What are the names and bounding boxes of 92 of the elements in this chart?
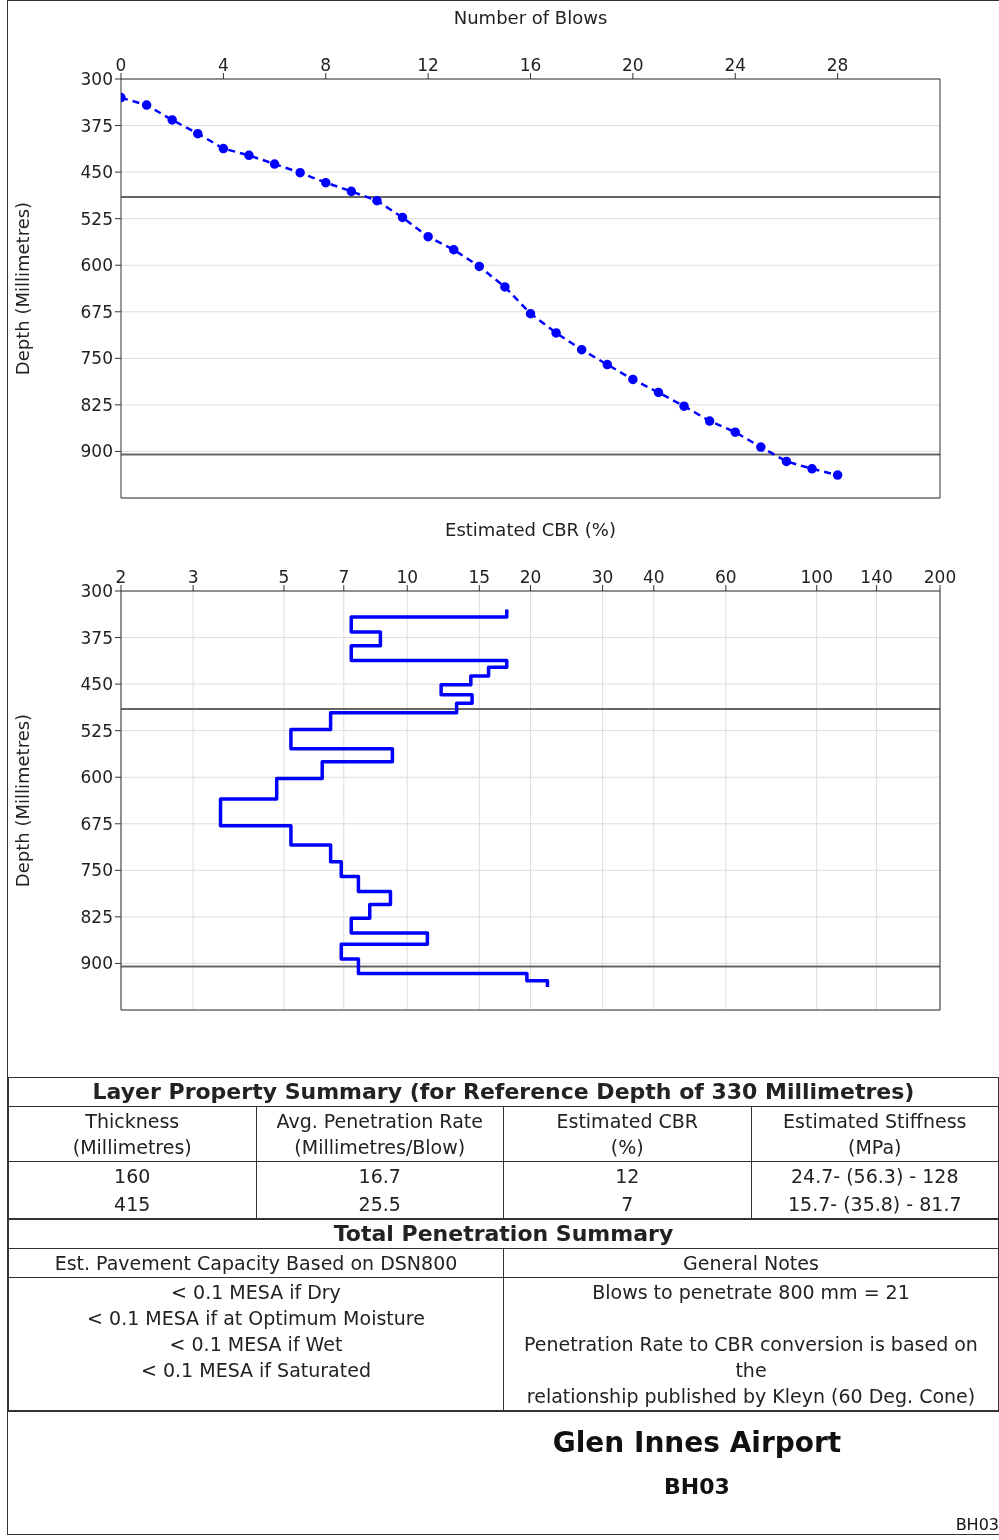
text: 12 [503, 1161, 751, 1190]
point [321, 177, 331, 188]
point [832, 470, 843, 480]
y-tick-label: 600 [80, 767, 113, 788]
y-tick-label: 375 [80, 115, 113, 136]
text: Avg. Penetration Rate (Millimetres/Blow) [256, 1106, 504, 1162]
x-axis-title: Number of Blows [453, 6, 608, 28]
text: Layer Property Summary (for Reference Depth of 330 Millimetres) [8, 1077, 999, 1107]
x-tick-label: 20 [519, 567, 542, 587]
x-tick-label: 20 [622, 55, 644, 75]
y-axis-title: Depth (Millimetres) [12, 201, 34, 376]
text: 15.7- (35.8) - 81.7 [751, 1190, 999, 1219]
point [704, 416, 715, 426]
x-tick-label: 8 [320, 55, 332, 75]
y-tick-label: 375 [80, 627, 113, 648]
point [244, 150, 254, 161]
point [525, 308, 536, 319]
y-tick-label: 450 [80, 162, 113, 183]
y-tick-label: 825 [80, 906, 113, 927]
text: Est. Pavement Capacity Based on DSN800 [8, 1248, 504, 1278]
x-tick-label: 0 [115, 55, 127, 75]
text: 24.7- (56.3) - 128 [751, 1161, 999, 1190]
point [807, 464, 817, 474]
y-tick-label: 525 [80, 208, 113, 229]
y-tick-label: 675 [80, 813, 113, 834]
point [295, 167, 305, 178]
y-tick-label: 600 [80, 255, 113, 276]
point [781, 456, 792, 467]
x-tick-label: 60 [715, 567, 737, 587]
y-tick-label: 450 [80, 674, 113, 695]
x-tick-label: 16 [519, 55, 542, 75]
point [756, 442, 766, 452]
y-tick-label: 900 [80, 953, 113, 974]
text: Estimated Stiffness (MPa) [751, 1106, 999, 1162]
point [551, 328, 561, 338]
point [423, 231, 433, 242]
point [167, 115, 177, 125]
y-tick-label: 750 [80, 860, 113, 881]
text: 7 [503, 1190, 751, 1219]
text: Total Penetration Summary [8, 1219, 999, 1249]
text: < 0.1 MESA if Dry < 0.1 MESA if at Optimum Moisture < 0.1 MESA if Wet < 0.1 MESA if Saturated [8, 1277, 504, 1411]
x-tick-label: 100 [800, 567, 833, 587]
text: Estimated CBR (%) [503, 1106, 751, 1162]
point [141, 100, 152, 110]
point [730, 427, 740, 437]
x-tick-label: 5 [278, 567, 290, 587]
x-tick-label: 4 [217, 55, 229, 75]
y-tick-label: 675 [80, 301, 113, 322]
text: Thickness (Millimetres) [8, 1106, 256, 1162]
text: General Notes [503, 1248, 999, 1278]
point [679, 401, 689, 411]
x-tick-label: 12 [417, 55, 439, 75]
text: 160 [8, 1161, 256, 1190]
point [448, 244, 459, 255]
text: 16.7 [256, 1161, 504, 1190]
y-tick-label: 825 [80, 394, 113, 415]
point [346, 186, 357, 197]
x-tick-label: 24 [724, 55, 747, 75]
x-tick-label: 7 [338, 567, 350, 587]
point [500, 282, 510, 292]
point [193, 128, 203, 139]
point [269, 159, 280, 169]
text: Blows to penetrate 800 mm = 21 Penetration Rate to CBR conversion is based on the relationship published by Kleyn (60 Deg. Cone) [524, 1281, 978, 1407]
x-axis-title: Estimated CBR (%) [445, 518, 616, 540]
text: 415 [8, 1190, 256, 1219]
text: BH03 [663, 1474, 731, 1499]
y-tick-label: 525 [80, 720, 113, 741]
point [372, 195, 382, 206]
x-tick-label: 3 [187, 567, 199, 587]
x-tick-label: 2 [115, 567, 127, 587]
point [397, 212, 408, 223]
point [576, 344, 587, 355]
point [218, 143, 229, 154]
y-tick-label: 900 [80, 441, 113, 462]
x-tick-label: 40 [642, 567, 665, 587]
y-tick-label: 300 [80, 69, 113, 90]
x-tick-label: 140 [860, 567, 893, 587]
text: 25.5 [256, 1190, 504, 1219]
y-tick-label: 750 [80, 348, 113, 369]
x-tick-label: 30 [591, 567, 614, 587]
y-axis-title: Depth (Millimetres) [12, 713, 34, 888]
x-tick-label: 28 [826, 55, 849, 75]
x-tick-label: 10 [396, 567, 419, 587]
y-tick-label: 300 [80, 581, 113, 602]
x-tick-label: 15 [468, 567, 491, 587]
text: Glen Innes Airport [551, 1426, 843, 1459]
text: BH03 [955, 1515, 999, 1534]
x-tick-label: 200 [923, 567, 957, 587]
point [474, 261, 485, 272]
point [653, 387, 664, 398]
point [602, 359, 613, 370]
point [628, 374, 638, 385]
